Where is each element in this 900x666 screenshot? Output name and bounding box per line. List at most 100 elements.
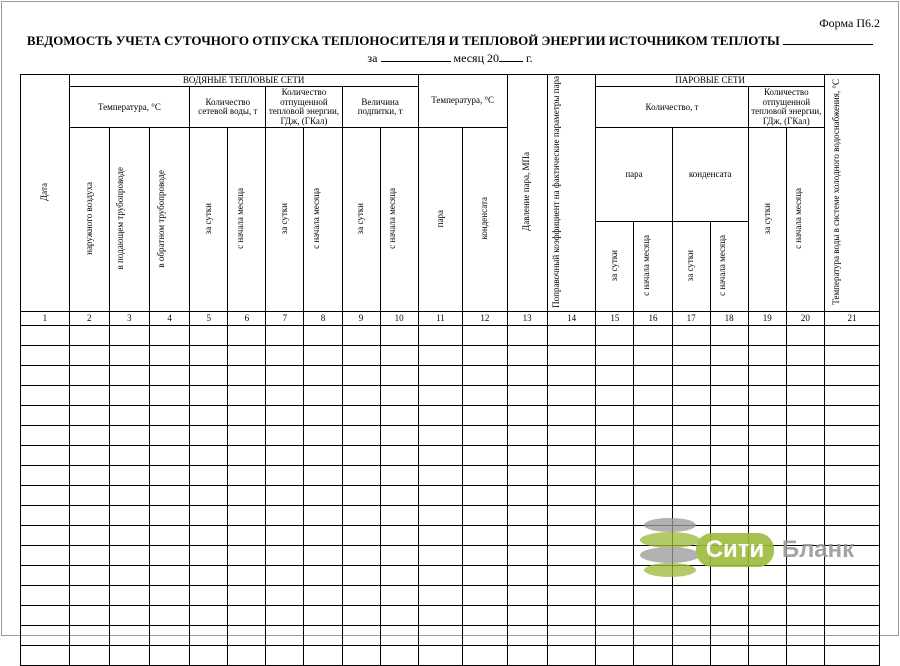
colnum: 14 bbox=[547, 312, 596, 326]
table-cell bbox=[418, 486, 462, 506]
table-cell bbox=[634, 346, 672, 366]
table-cell bbox=[710, 626, 748, 646]
table-cell bbox=[190, 466, 228, 486]
hdr-qty-energy-water: Количество отпущенной тепловой энергии, … bbox=[266, 87, 342, 128]
table-cell bbox=[786, 646, 824, 666]
table-cell bbox=[748, 566, 786, 586]
table-cell bbox=[150, 526, 190, 546]
table-cell bbox=[109, 586, 149, 606]
table-cell bbox=[21, 406, 70, 426]
table-cell bbox=[710, 546, 748, 566]
table-cell bbox=[150, 406, 190, 426]
table-cell bbox=[190, 446, 228, 466]
table-cell bbox=[463, 566, 507, 586]
table-cell bbox=[150, 486, 190, 506]
table-cell bbox=[109, 606, 149, 626]
hdr-temp-steam: Температура, °С bbox=[418, 75, 507, 128]
table-cell bbox=[304, 326, 342, 346]
table-cell bbox=[634, 566, 672, 586]
table-cell bbox=[228, 346, 266, 366]
subtitle-za: за bbox=[367, 51, 377, 65]
table-cell bbox=[109, 626, 149, 646]
table-cell bbox=[634, 426, 672, 446]
table-cell bbox=[266, 366, 304, 386]
table-cell bbox=[342, 346, 380, 366]
table-cell bbox=[380, 406, 418, 426]
table-cell bbox=[672, 586, 710, 606]
table-cell bbox=[748, 386, 786, 406]
table-cell bbox=[672, 486, 710, 506]
table-cell bbox=[824, 586, 879, 606]
hdr-c11-steam: пара bbox=[436, 210, 445, 227]
table-cell bbox=[634, 506, 672, 526]
table-cell bbox=[418, 466, 462, 486]
table-cell bbox=[69, 346, 109, 366]
table-cell bbox=[710, 646, 748, 666]
table-cell bbox=[748, 446, 786, 466]
table-cell bbox=[266, 646, 304, 666]
table-cell bbox=[463, 546, 507, 566]
table-cell bbox=[507, 466, 547, 486]
colnum: 16 bbox=[634, 312, 672, 326]
table-cell bbox=[547, 426, 596, 446]
table-cell bbox=[507, 626, 547, 646]
table-cell bbox=[342, 646, 380, 666]
column-number-row: 1 2 3 4 5 6 7 8 9 10 11 12 13 14 15 16 1… bbox=[21, 312, 880, 326]
table-cell bbox=[748, 486, 786, 506]
table-cell bbox=[463, 486, 507, 506]
table-cell bbox=[463, 346, 507, 366]
table-cell bbox=[786, 466, 824, 486]
ledger-table: Дата ВОДЯНЫЕ ТЕПЛОВЫЕ СЕТИ Температура, … bbox=[20, 74, 880, 666]
table-cell bbox=[342, 426, 380, 446]
table-cell bbox=[228, 466, 266, 486]
table-cell bbox=[824, 326, 879, 346]
table-cell bbox=[21, 526, 70, 546]
table-cell bbox=[266, 446, 304, 466]
table-cell bbox=[304, 426, 342, 446]
table-cell bbox=[21, 386, 70, 406]
table-cell bbox=[710, 526, 748, 546]
table-cell bbox=[547, 346, 596, 366]
table-cell bbox=[596, 386, 634, 406]
table-cell bbox=[463, 466, 507, 486]
table-cell bbox=[304, 646, 342, 666]
table-cell bbox=[634, 366, 672, 386]
table-cell bbox=[380, 586, 418, 606]
table-cell bbox=[109, 506, 149, 526]
hdr-supply: в подающем трубопроводе bbox=[116, 167, 142, 269]
table-cell bbox=[109, 346, 149, 366]
table-cell bbox=[380, 526, 418, 546]
table-cell bbox=[190, 506, 228, 526]
table-cell bbox=[748, 346, 786, 366]
table-cell bbox=[596, 486, 634, 506]
table-cell bbox=[507, 446, 547, 466]
table-cell bbox=[786, 386, 824, 406]
table-body bbox=[21, 326, 880, 666]
table-cell bbox=[380, 466, 418, 486]
table-cell bbox=[266, 546, 304, 566]
hdr-section-water: ВОДЯНЫЕ ТЕПЛОВЫЕ СЕТИ bbox=[69, 75, 418, 87]
table-cell bbox=[228, 386, 266, 406]
table-cell bbox=[418, 566, 462, 586]
table-cell bbox=[634, 586, 672, 606]
table-cell bbox=[710, 326, 748, 346]
table-cell bbox=[21, 446, 70, 466]
table-cell bbox=[150, 546, 190, 566]
table-cell bbox=[672, 366, 710, 386]
table-cell bbox=[150, 506, 190, 526]
table-cell bbox=[109, 546, 149, 566]
table-cell bbox=[69, 506, 109, 526]
table-cell bbox=[547, 546, 596, 566]
table-cell bbox=[380, 446, 418, 466]
table-cell bbox=[672, 346, 710, 366]
colnum: 3 bbox=[109, 312, 149, 326]
table-cell bbox=[380, 326, 418, 346]
table-cell bbox=[596, 446, 634, 466]
table-cell bbox=[21, 646, 70, 666]
hdr-steam-pressure: Давление пара, МПа bbox=[522, 152, 531, 231]
table-cell bbox=[150, 626, 190, 646]
table-cell bbox=[507, 486, 547, 506]
table-cell bbox=[190, 366, 228, 386]
table-cell bbox=[342, 546, 380, 566]
table-cell bbox=[418, 386, 462, 406]
